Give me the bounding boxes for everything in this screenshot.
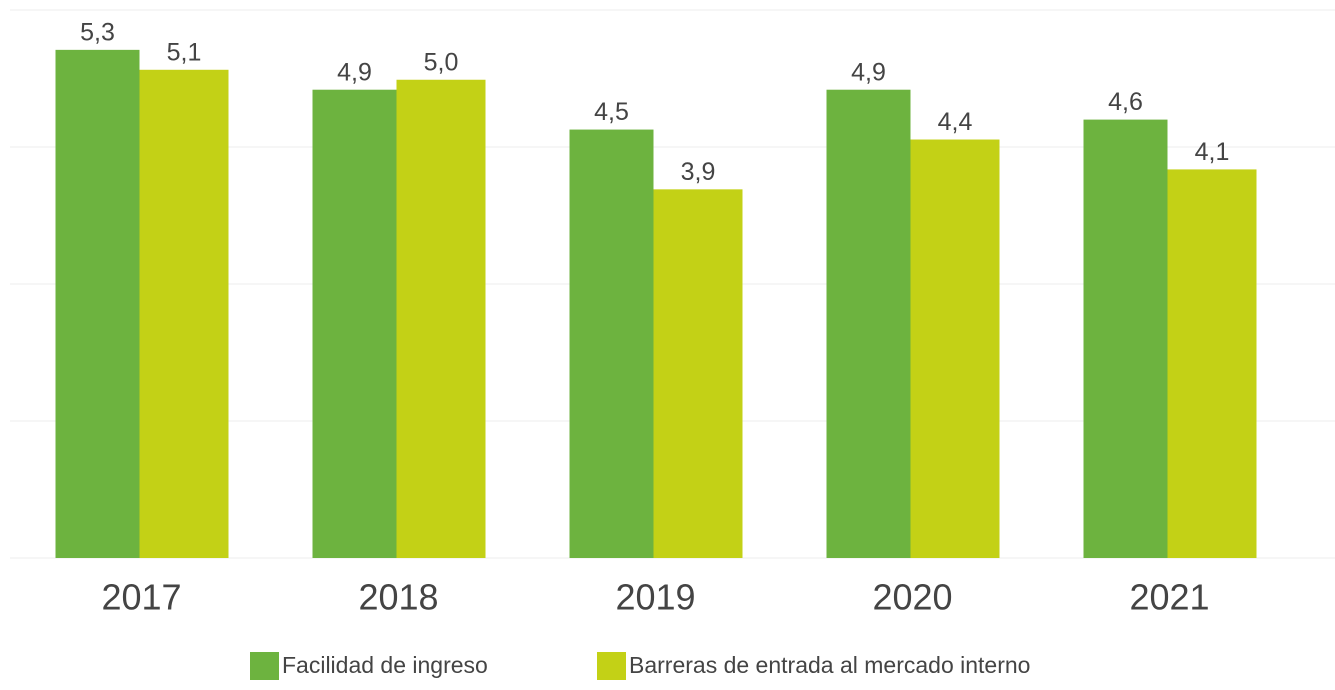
data-label: 4,4 [938,108,973,136]
x-tick-label: 2018 [358,577,438,618]
bar [139,69,229,559]
data-label: 5,0 [424,48,459,76]
x-tick-label: 2019 [615,577,695,618]
legend-label: Facilidad de ingreso [282,652,488,678]
x-tick-label: 2020 [872,577,952,618]
bar [653,189,743,558]
data-label: 5,3 [80,18,115,46]
bar [569,129,654,558]
data-label: 5,1 [167,38,202,66]
legend-swatch [597,652,626,680]
data-label: 4,9 [337,58,372,86]
bar [826,89,911,558]
x-tick-label: 2017 [101,577,181,618]
x-tick-label: 2021 [1129,577,1209,618]
bar [1083,119,1168,558]
bar [910,139,1000,558]
bar [396,79,486,558]
data-label: 4,6 [1108,88,1143,116]
legend-label: Barreras de entrada al mercado interno [629,652,1030,678]
bar [1167,169,1257,558]
bar [55,49,140,558]
bar [312,89,397,558]
legend-swatch [250,652,279,680]
data-label: 4,9 [851,58,886,86]
data-label: 3,9 [681,158,716,186]
data-label: 4,5 [594,98,629,126]
data-label: 4,1 [1195,138,1230,166]
